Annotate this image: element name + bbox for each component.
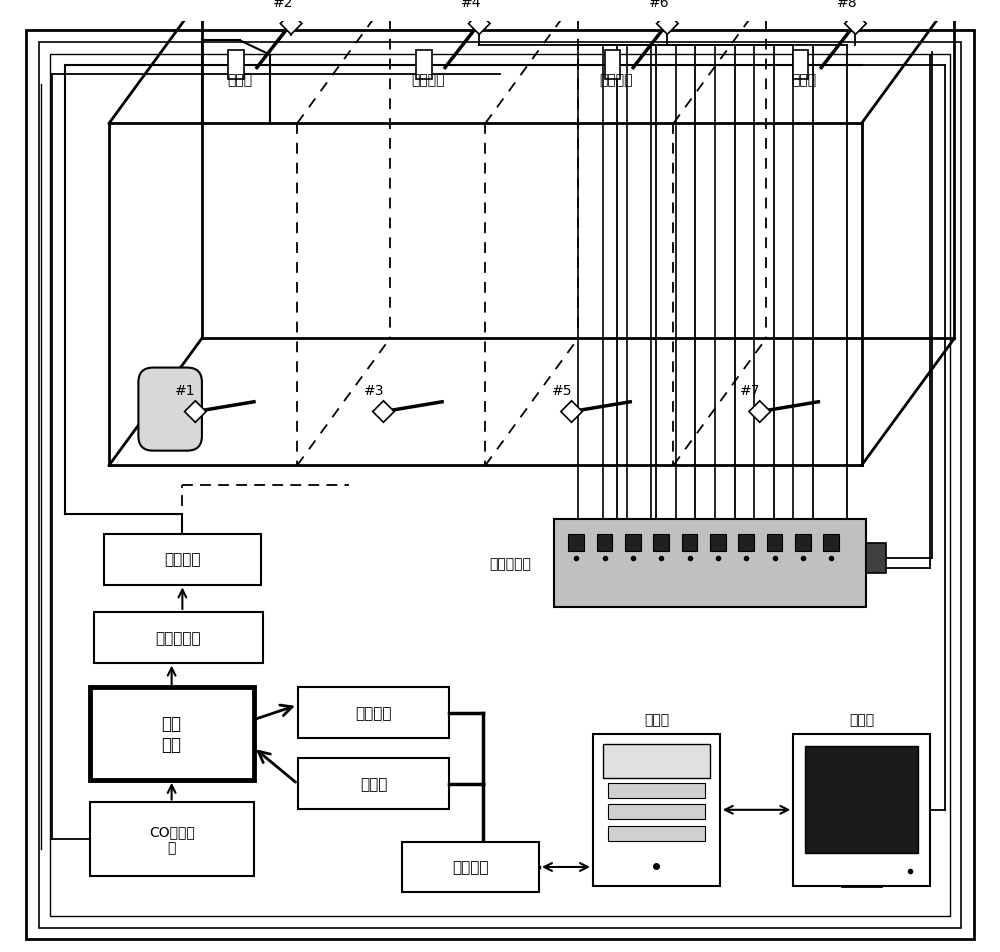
Text: #6: #6 xyxy=(649,0,670,10)
Text: #7: #7 xyxy=(740,384,760,398)
Bar xyxy=(94,612,263,663)
Text: #5: #5 xyxy=(552,384,572,398)
Polygon shape xyxy=(280,13,302,35)
Bar xyxy=(298,759,449,809)
Bar xyxy=(608,826,705,841)
Bar xyxy=(738,534,754,552)
Bar xyxy=(605,50,620,80)
Text: 送风量指令: 送风量指令 xyxy=(156,630,201,645)
Bar xyxy=(593,734,720,885)
Bar xyxy=(402,842,539,892)
Text: #4: #4 xyxy=(461,0,482,10)
Text: #3: #3 xyxy=(363,384,384,398)
Text: 控制输出: 控制输出 xyxy=(164,552,201,567)
Text: 计算机: 计算机 xyxy=(644,713,669,726)
Text: 一加热段: 一加热段 xyxy=(411,73,445,88)
Text: 显示器: 显示器 xyxy=(849,713,874,726)
Polygon shape xyxy=(845,13,866,35)
Bar xyxy=(416,50,432,80)
Polygon shape xyxy=(373,402,394,423)
Bar xyxy=(104,534,261,585)
Bar xyxy=(653,534,669,552)
Bar xyxy=(298,687,449,738)
Polygon shape xyxy=(749,402,770,423)
Bar xyxy=(793,50,808,80)
Bar xyxy=(767,534,782,552)
Bar xyxy=(90,803,254,876)
Bar xyxy=(554,520,866,607)
Bar xyxy=(866,544,886,573)
Bar xyxy=(682,534,697,552)
Bar xyxy=(793,734,930,885)
Bar xyxy=(608,783,705,798)
Text: 预热段: 预热段 xyxy=(227,73,252,88)
Bar xyxy=(608,804,705,820)
Bar xyxy=(710,534,726,552)
Bar xyxy=(625,534,641,552)
Text: 控制
系统: 控制 系统 xyxy=(162,714,182,753)
Text: 视频分割器: 视频分割器 xyxy=(489,557,531,570)
Text: #8: #8 xyxy=(837,0,858,10)
Bar xyxy=(795,534,811,552)
Bar xyxy=(228,50,244,80)
Text: 辐射能: 辐射能 xyxy=(360,777,387,791)
Text: #2: #2 xyxy=(273,0,294,10)
Bar xyxy=(90,687,254,781)
Polygon shape xyxy=(468,13,490,35)
Text: 均热段: 均热段 xyxy=(792,73,817,88)
Text: CO体积浓
度: CO体积浓 度 xyxy=(149,824,195,854)
Bar xyxy=(568,534,584,552)
Polygon shape xyxy=(561,402,582,423)
Text: 参数采集: 参数采集 xyxy=(355,705,392,721)
Bar xyxy=(823,534,839,552)
Text: 信号转换: 信号转换 xyxy=(452,860,489,875)
Text: #1: #1 xyxy=(175,384,196,398)
Bar xyxy=(597,534,612,552)
Polygon shape xyxy=(657,13,678,35)
Text: 二加热段: 二加热段 xyxy=(599,73,633,88)
Polygon shape xyxy=(185,402,206,423)
FancyBboxPatch shape xyxy=(138,368,202,451)
Bar xyxy=(805,746,918,853)
Bar xyxy=(603,744,710,778)
